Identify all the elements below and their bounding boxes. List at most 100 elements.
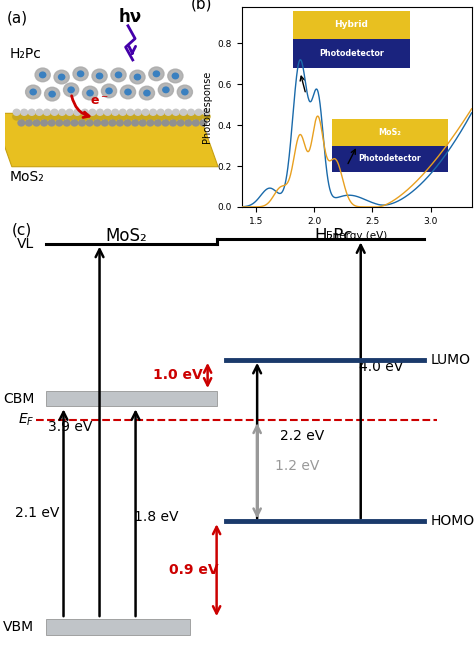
Circle shape <box>135 74 140 79</box>
Circle shape <box>188 109 194 115</box>
Text: H₂Pc: H₂Pc <box>314 227 353 244</box>
Circle shape <box>142 109 149 115</box>
Circle shape <box>170 120 176 126</box>
Circle shape <box>64 83 79 97</box>
Circle shape <box>173 73 178 79</box>
Circle shape <box>54 70 69 84</box>
Text: (c): (c) <box>12 222 32 237</box>
Circle shape <box>36 113 43 120</box>
Bar <box>293 11 410 39</box>
Circle shape <box>139 86 155 100</box>
Circle shape <box>180 109 187 115</box>
Text: 1.0 eV: 1.0 eV <box>154 369 203 382</box>
Circle shape <box>117 120 123 126</box>
Circle shape <box>119 113 127 120</box>
Circle shape <box>20 113 28 120</box>
Circle shape <box>86 120 93 126</box>
Circle shape <box>18 120 25 126</box>
Circle shape <box>66 113 73 120</box>
Circle shape <box>185 120 191 126</box>
Circle shape <box>125 89 131 95</box>
Circle shape <box>51 113 58 120</box>
Circle shape <box>155 120 161 126</box>
Circle shape <box>162 120 169 126</box>
Bar <box>46 619 190 635</box>
Text: e$^-$: e$^-$ <box>90 95 109 108</box>
Circle shape <box>112 109 118 115</box>
Circle shape <box>109 120 116 126</box>
Circle shape <box>111 68 126 81</box>
Circle shape <box>71 120 78 126</box>
Text: hν: hν <box>119 7 142 26</box>
Circle shape <box>78 71 84 77</box>
Circle shape <box>202 113 210 120</box>
Circle shape <box>44 109 50 115</box>
Circle shape <box>177 85 192 99</box>
Circle shape <box>104 113 111 120</box>
Circle shape <box>101 84 117 98</box>
Circle shape <box>111 113 119 120</box>
Text: MoS₂: MoS₂ <box>106 227 147 244</box>
Text: 1.2 eV: 1.2 eV <box>275 459 319 474</box>
Bar <box>332 146 448 172</box>
Text: 3.9 eV: 3.9 eV <box>48 420 92 434</box>
Circle shape <box>157 109 164 115</box>
Text: Hybrid: Hybrid <box>335 20 368 30</box>
X-axis label: Energy (eV): Energy (eV) <box>326 231 387 241</box>
Circle shape <box>40 72 46 78</box>
Text: MoS₂: MoS₂ <box>9 170 44 185</box>
Circle shape <box>35 68 50 81</box>
Circle shape <box>30 89 36 95</box>
Text: MoS₂: MoS₂ <box>379 128 401 137</box>
Circle shape <box>104 109 111 115</box>
Circle shape <box>26 85 41 99</box>
Circle shape <box>144 90 150 96</box>
Circle shape <box>64 120 70 126</box>
Circle shape <box>28 113 36 120</box>
Circle shape <box>134 113 142 120</box>
Text: CBM: CBM <box>3 392 34 405</box>
Circle shape <box>97 109 103 115</box>
Circle shape <box>58 74 64 79</box>
Circle shape <box>106 88 112 94</box>
Circle shape <box>13 109 20 115</box>
Circle shape <box>187 113 195 120</box>
Circle shape <box>195 109 202 115</box>
Text: LUMO: LUMO <box>430 353 471 367</box>
Circle shape <box>127 109 134 115</box>
Bar <box>46 391 217 407</box>
Circle shape <box>81 113 89 120</box>
Circle shape <box>68 87 74 93</box>
Circle shape <box>127 113 134 120</box>
Circle shape <box>73 113 81 120</box>
Circle shape <box>48 120 55 126</box>
Circle shape <box>142 113 149 120</box>
Circle shape <box>82 86 98 100</box>
Circle shape <box>182 89 188 95</box>
Circle shape <box>56 120 63 126</box>
Circle shape <box>164 113 172 120</box>
Circle shape <box>157 113 164 120</box>
Circle shape <box>165 109 172 115</box>
Circle shape <box>149 67 164 81</box>
Circle shape <box>59 109 65 115</box>
Circle shape <box>96 113 104 120</box>
Circle shape <box>115 72 121 78</box>
Circle shape <box>130 70 145 84</box>
Circle shape <box>49 91 55 97</box>
Text: 0.9 eV: 0.9 eV <box>169 563 219 577</box>
Text: 1.8 eV: 1.8 eV <box>134 510 178 524</box>
Circle shape <box>149 113 157 120</box>
Circle shape <box>94 120 100 126</box>
Text: VBM: VBM <box>3 620 34 634</box>
Circle shape <box>203 109 210 115</box>
Circle shape <box>119 109 126 115</box>
Circle shape <box>154 71 159 77</box>
Text: 2.1 eV: 2.1 eV <box>15 506 60 520</box>
Circle shape <box>26 120 32 126</box>
Circle shape <box>36 109 43 115</box>
Circle shape <box>79 120 85 126</box>
Text: 4.0 eV: 4.0 eV <box>359 361 403 374</box>
Circle shape <box>158 83 173 97</box>
Text: Photodetector: Photodetector <box>319 49 384 58</box>
